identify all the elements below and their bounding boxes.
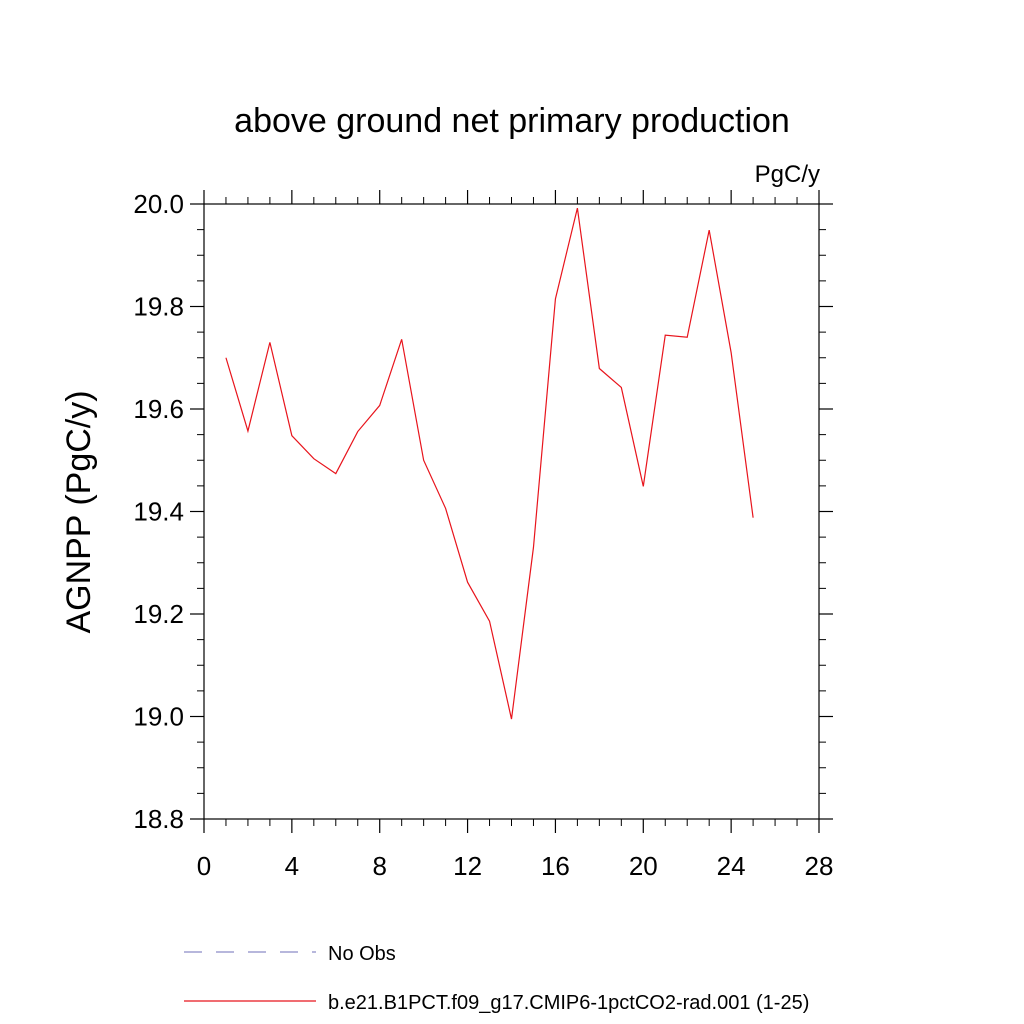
legend: No Obs b.e21.B1PCT.f09_g17.CMIP6-1pctCO2-…	[184, 943, 809, 1014]
y-tick-label: 19.4	[133, 497, 184, 527]
x-tick-label: 8	[372, 851, 386, 881]
y-tick-label: 19.8	[133, 292, 184, 322]
series-line	[225, 207, 754, 720]
units-label: PgC/y	[755, 161, 820, 188]
chart-title: above ground net primary production	[234, 102, 790, 140]
x-tick-label: 24	[717, 851, 746, 881]
y-axis-label: AGNPP (PgC/y)	[60, 390, 98, 633]
plot-frame	[203, 203, 820, 820]
x-tick-label: 20	[629, 851, 658, 881]
y-tick-label: 19.0	[133, 702, 184, 732]
y-tick-label: 19.6	[133, 394, 184, 424]
tick-labels: 0 4 8 12 16 20 24 28 18.8 19.0 19.2 19.4 19.6 19.8 20.…	[133, 189, 833, 881]
x-tick-label: 12	[453, 851, 482, 881]
legend-label: No Obs	[328, 943, 396, 965]
axis-ticks	[190, 190, 833, 833]
x-tick-label: 16	[541, 851, 570, 881]
series-layer	[225, 207, 754, 720]
x-tick-label: 0	[197, 851, 211, 881]
x-tick-label: 4	[285, 851, 299, 881]
x-tick-label: 28	[805, 851, 834, 881]
y-tick-label: 20.0	[133, 189, 184, 219]
legend-label: b.e21.B1PCT.f09_g17.CMIP6-1pctCO2-rad.00…	[328, 992, 809, 1014]
y-tick-label: 18.8	[133, 804, 184, 834]
y-tick-label: 19.2	[133, 599, 184, 629]
